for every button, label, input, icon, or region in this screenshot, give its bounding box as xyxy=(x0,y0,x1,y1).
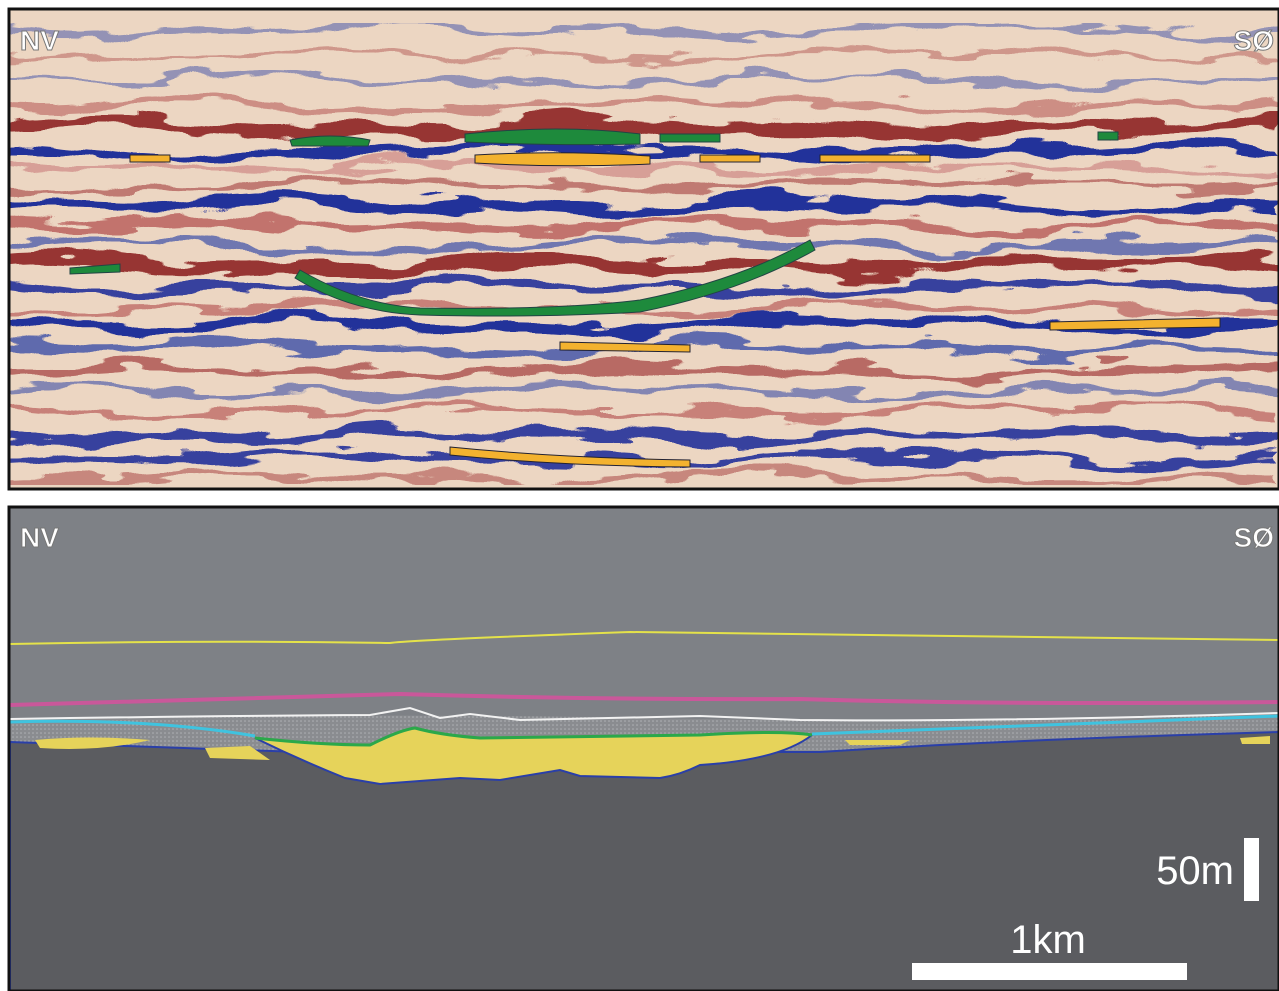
reflector xyxy=(10,382,1279,402)
horizontal-scale-label: 1km xyxy=(1010,918,1086,962)
reflector xyxy=(10,140,1279,164)
reflector xyxy=(10,192,1279,217)
cyan-horizon xyxy=(9,714,1279,738)
orange-lens xyxy=(449,317,1221,468)
horizontal-scale-bar xyxy=(912,963,1187,980)
lower-unit xyxy=(9,730,1279,991)
direction-label: SØ xyxy=(1234,522,1274,553)
reflector xyxy=(10,234,1279,256)
panel-border xyxy=(7,505,1279,991)
reflector xyxy=(10,70,1279,90)
green-horizon xyxy=(254,726,813,747)
direction-label: SØ xyxy=(1234,25,1274,56)
reflector xyxy=(10,276,1279,300)
seismic-highlights xyxy=(69,128,1221,468)
reflector xyxy=(10,402,1279,422)
reflector xyxy=(10,468,1279,488)
seismic-panel: NV SØ xyxy=(7,7,1279,491)
vertical-scale-label: 50m xyxy=(1156,849,1234,893)
direction-label: NV xyxy=(20,25,59,56)
reflector xyxy=(10,115,1279,142)
reflector xyxy=(10,174,1279,195)
panel-border xyxy=(7,7,1279,491)
orange-lens xyxy=(129,152,931,167)
seismic-reflectors xyxy=(10,20,1279,488)
reflector xyxy=(10,158,1279,178)
reflector xyxy=(10,252,1279,278)
reflector xyxy=(10,423,1279,447)
green-channel xyxy=(69,239,816,317)
white-horizon xyxy=(9,706,1279,722)
pink-horizon xyxy=(9,691,1279,707)
reflector xyxy=(10,20,1279,40)
reflector xyxy=(10,94,1279,116)
green-lens xyxy=(289,128,1119,147)
reflector xyxy=(10,359,1279,382)
vertical-scale-bar xyxy=(1244,838,1259,901)
interpretation-panel: NV SØ 50m 1km xyxy=(7,505,1279,991)
yellow-horizon xyxy=(9,630,1279,645)
reflector xyxy=(10,214,1279,237)
reflector xyxy=(10,45,1279,65)
direction-label: NV xyxy=(20,522,59,553)
